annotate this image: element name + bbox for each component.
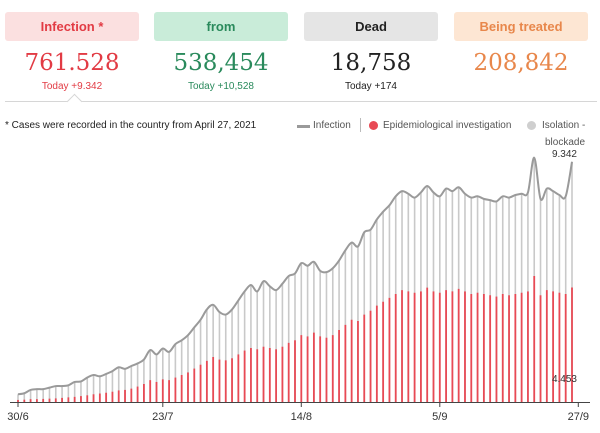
- chart-note: * Cases were recorded in the country fro…: [5, 120, 257, 131]
- legend-infection-swatch: [297, 125, 310, 128]
- legend-isolation-label: Isolation -: [542, 120, 586, 131]
- legend-isolation-label-2: blockade: [545, 137, 586, 148]
- end-label-epi: 4.453: [552, 374, 577, 385]
- stat-today: Today +9.342: [41, 81, 103, 92]
- legend-epi-swatch: [369, 121, 378, 130]
- divider: [5, 101, 597, 102]
- stat-label: Infection *: [5, 12, 139, 41]
- stat-label: Dead: [304, 12, 438, 41]
- stat-value: 761.528: [24, 50, 120, 76]
- infection-line: [17, 156, 573, 396]
- stat-dead: Dead 18,758 Today +174: [304, 12, 438, 92]
- stat-today: Today +10,528: [188, 81, 254, 92]
- x-tick-label: 5/9: [432, 411, 447, 423]
- stat-value: 538,454: [173, 50, 269, 76]
- stat-recovered: from 538,454 Today +10,528: [154, 12, 288, 92]
- legend-infection-label: Infection: [313, 120, 351, 131]
- stat-label: Being treated: [454, 12, 588, 41]
- end-label-total: 9.342: [552, 149, 577, 160]
- legend-isolation-swatch: [527, 121, 536, 130]
- x-tick-label: 14/8: [291, 411, 312, 423]
- stat-value: 208,842: [473, 50, 569, 76]
- stats-row: Infection * 761.528 Today +9.342 from 53…: [0, 0, 600, 100]
- x-tick-label: 30/6: [7, 411, 28, 423]
- legend-epi-label: Epidemiological investigation: [383, 120, 512, 131]
- stat-label: from: [154, 12, 288, 41]
- stat-today: Today +174: [345, 81, 397, 92]
- stat-infection: Infection * 761.528 Today +9.342: [5, 12, 139, 92]
- x-tick-label: 23/7: [152, 411, 173, 423]
- x-tick-label: 27/9: [568, 411, 589, 423]
- stat-value: 18,758: [330, 50, 412, 76]
- legend-separator: [360, 118, 361, 132]
- stat-being-treated: Being treated 208,842: [454, 12, 588, 81]
